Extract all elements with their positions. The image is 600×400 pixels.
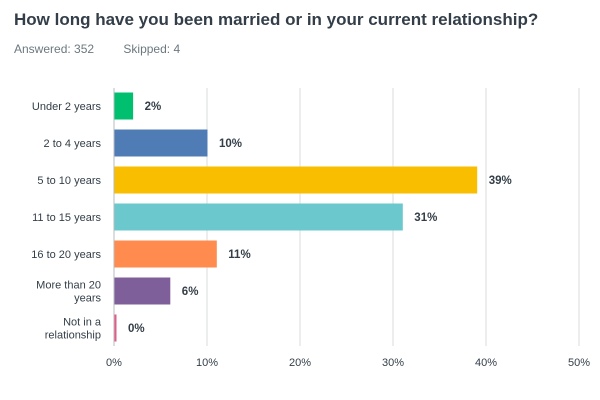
- value-label: 11%: [228, 249, 250, 261]
- bar: [114, 203, 403, 231]
- category-label-line: 11 to 15 years: [32, 212, 101, 224]
- category-label: 11 to 15 years: [32, 212, 101, 224]
- bar: [114, 166, 478, 194]
- value-label: 31%: [414, 212, 437, 224]
- question-title: How long have you been married or in you…: [14, 10, 539, 29]
- category-label-line: Not in a: [63, 317, 102, 329]
- response-stats: Answered: 352 Skipped: 4: [14, 42, 206, 56]
- x-tick-label: 30%: [382, 357, 404, 369]
- category-label-line: More than 20: [36, 280, 101, 292]
- x-tick-label: 0%: [106, 357, 122, 369]
- category-label-line: 2 to 4 years: [44, 138, 102, 150]
- bar: [114, 277, 171, 305]
- bar: [114, 314, 117, 342]
- value-label: 39%: [489, 175, 512, 187]
- category-label: 2 to 4 years: [44, 138, 102, 150]
- answered-count: Answered: 352: [14, 42, 95, 56]
- bar: [114, 240, 217, 268]
- value-label: 10%: [219, 138, 242, 150]
- category-label-line: years: [74, 293, 101, 305]
- value-label: 6%: [182, 286, 199, 298]
- x-tick-label: 10%: [196, 357, 218, 369]
- category-label: More than 20 years: [36, 280, 101, 305]
- bar: [114, 129, 208, 157]
- category-label-line: 16 to 20 years: [31, 249, 101, 261]
- category-label: 5 to 10 years: [37, 175, 101, 187]
- x-tick-label: 50%: [568, 357, 590, 369]
- category-label: Not in a relationship: [45, 317, 102, 342]
- category-label-line: Under 2 years: [32, 101, 102, 113]
- category-label-line: 5 to 10 years: [37, 175, 101, 187]
- category-label: 16 to 20 years: [31, 249, 101, 261]
- skipped-count: Skipped: 4: [123, 42, 181, 56]
- bar: [114, 92, 134, 120]
- x-tick-label: 20%: [289, 357, 311, 369]
- value-label: 2%: [145, 101, 162, 113]
- x-tick-label: 40%: [475, 357, 497, 369]
- category-label-line: relationship: [45, 330, 101, 342]
- value-label: 0%: [128, 323, 145, 335]
- category-label: Under 2 years: [32, 101, 102, 113]
